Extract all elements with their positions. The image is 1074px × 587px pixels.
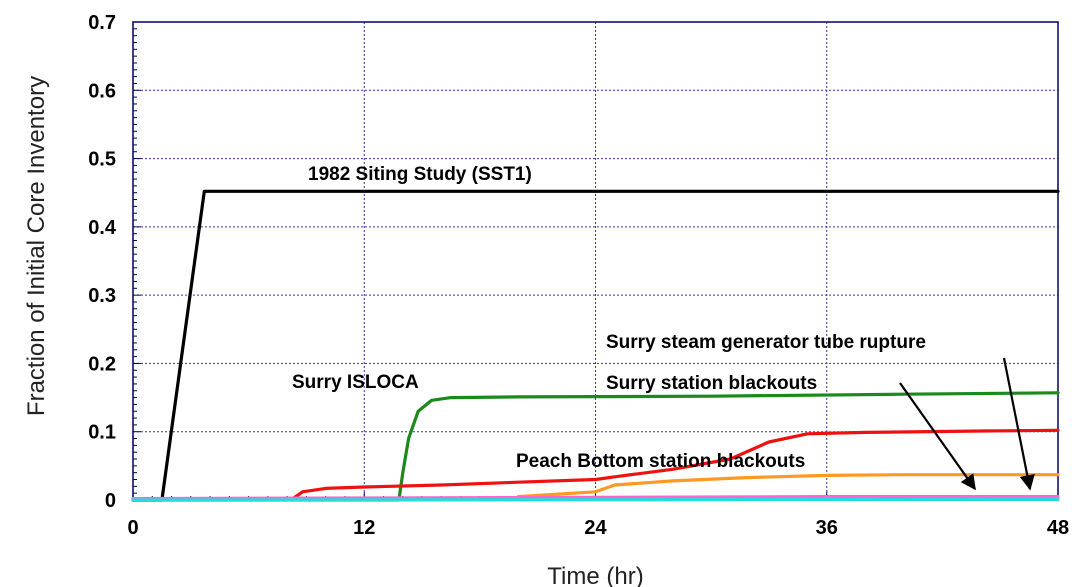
y-tick-label: 0.1 xyxy=(88,422,116,444)
annotation-label-4: Surry station blackouts xyxy=(606,373,817,394)
series-line-5 xyxy=(131,495,1060,501)
series-line-3 xyxy=(131,428,1060,502)
arrow-station-blackouts xyxy=(899,382,976,491)
annotation-label-2: Surry ISLOCA xyxy=(292,372,419,393)
annotation-label-5: Peach Bottom station blackouts xyxy=(516,451,805,472)
series-line-4 xyxy=(516,473,1060,499)
x-tick-label: 12 xyxy=(353,517,375,539)
series-line-2 xyxy=(131,391,1060,502)
y-tick-label: 0.2 xyxy=(88,353,116,375)
x-tick-label: 0 xyxy=(127,517,138,539)
y-tick-label: 0.5 xyxy=(88,149,116,171)
annotation-label-3: Surry steam generator tube rupture xyxy=(606,332,926,353)
plot-area-frame xyxy=(132,21,1059,501)
series-line-6 xyxy=(131,497,1060,502)
x-tick-label: 24 xyxy=(584,517,607,539)
y-tick-label: 0.4 xyxy=(88,217,117,239)
x-tick-label: 48 xyxy=(1047,517,1069,539)
y-axis-title: Fraction of Initial Core Inventory xyxy=(23,76,50,416)
x-tick-label: 36 xyxy=(816,517,838,539)
arrow-tube-rupture xyxy=(1002,357,1035,491)
x-axis-title: Time (hr) xyxy=(547,563,643,587)
annotation-label-1: 1982 Siting Study (SST1) xyxy=(308,164,532,185)
y-tick-label: 0 xyxy=(105,490,116,512)
y-tick-label: 0.6 xyxy=(88,80,116,102)
y-tick-label: 0.3 xyxy=(88,285,116,307)
y-tick-label: 0.7 xyxy=(88,12,116,34)
